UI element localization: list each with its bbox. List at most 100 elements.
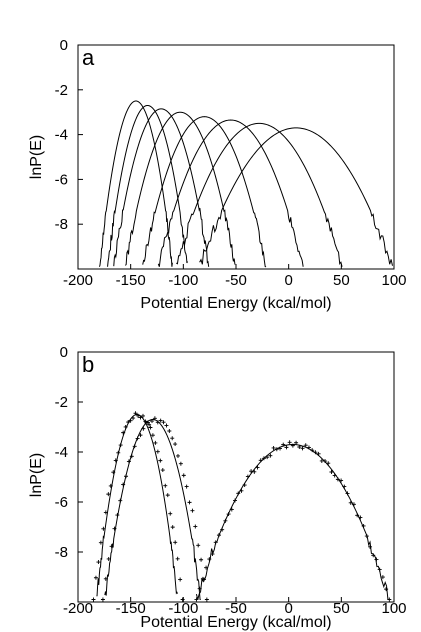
data-point: [109, 544, 114, 549]
data-point: [384, 587, 389, 592]
data-point: [135, 436, 140, 441]
data-point: [326, 461, 331, 466]
data-point: [138, 415, 143, 420]
y-tick-label: -4: [55, 127, 68, 144]
data-point: [152, 416, 157, 421]
data-point: [126, 420, 131, 425]
panel-a: a lnP(E) Potential Energy (kcal/mol) -20…: [28, 37, 407, 312]
series-curve: [124, 111, 236, 266]
series-curve: [98, 100, 173, 267]
data-point: [297, 444, 302, 449]
data-point: [91, 597, 96, 602]
data-point: [303, 443, 308, 448]
series-curve: [157, 119, 304, 267]
ticks-a: -200 -150 -100 -50 0 50 100 0 -2 -4 -6 -8: [55, 37, 407, 289]
data-point: [290, 443, 295, 448]
data-point: [252, 469, 257, 474]
data-point: [106, 556, 111, 561]
data-point: [271, 445, 276, 450]
points-b: [91, 411, 392, 602]
x-axis-label-a: Potential Energy (kcal/mol): [140, 295, 331, 312]
data-point: [294, 440, 299, 445]
data-point: [133, 411, 138, 416]
x-tick-label: -100: [168, 600, 198, 617]
data-point: [113, 458, 118, 463]
ticks-b: -200 -150 -100 -50 0 50 100 0 -2 -4 -6 -8: [55, 344, 407, 617]
data-point: [168, 511, 173, 516]
x-tick-label: -200: [63, 600, 93, 617]
data-point: [233, 498, 238, 503]
data-point: [242, 483, 247, 488]
data-point: [141, 426, 146, 431]
y-tick-label: 0: [60, 37, 68, 54]
data-point: [136, 413, 141, 418]
data-point: [265, 455, 270, 460]
panel-b: b lnP(E) Potential Energy (kcal/mol) -20…: [28, 344, 407, 631]
data-point: [368, 544, 373, 549]
y-tick-label: -8: [55, 216, 68, 233]
data-point: [129, 454, 134, 459]
data-point: [236, 491, 241, 496]
data-point: [175, 556, 180, 561]
data-point: [281, 442, 286, 447]
x-axis-label-b: Potential Energy (kcal/mol): [140, 614, 331, 631]
data-point: [173, 442, 178, 447]
data-point: [170, 436, 175, 441]
data-point: [115, 513, 120, 518]
x-tick-label: -50: [225, 272, 247, 289]
y-tick-label: -8: [55, 544, 68, 561]
data-point: [178, 461, 183, 466]
data-point: [306, 445, 311, 450]
data-point: [124, 474, 129, 479]
data-point: [103, 576, 108, 581]
series-curve: [199, 127, 393, 266]
data-point: [316, 451, 321, 456]
data-point: [258, 458, 263, 463]
data-point: [261, 456, 266, 461]
y-axis-label-a: lnP(E): [28, 135, 45, 179]
data-point: [164, 423, 169, 428]
x-tick-label: 50: [333, 600, 350, 617]
data-point: [207, 557, 212, 562]
data-point: [184, 484, 189, 489]
data-point: [103, 510, 108, 515]
data-point: [178, 577, 183, 582]
data-point: [199, 557, 204, 562]
data-point: [140, 413, 145, 418]
data-point: [335, 477, 340, 482]
data-point: [126, 459, 131, 464]
y-tick-label: 0: [60, 344, 68, 361]
data-point: [148, 425, 153, 430]
data-point: [150, 419, 155, 424]
data-point: [106, 492, 111, 497]
data-point: [175, 453, 180, 458]
data-point: [239, 488, 244, 493]
x-tick-label: 0: [284, 272, 292, 289]
data-point: [118, 498, 123, 503]
y-tick-label: -6: [55, 494, 68, 511]
x-tick-label: -200: [63, 272, 93, 289]
y-tick-label: -2: [55, 394, 68, 411]
data-point: [216, 533, 221, 538]
data-point: [108, 483, 113, 488]
data-point: [123, 424, 128, 429]
data-point: [196, 543, 201, 548]
data-point: [348, 500, 353, 505]
data-point: [155, 449, 160, 454]
y-axis-label-b: lnP(E): [28, 453, 45, 497]
x-tick-label: -150: [116, 272, 146, 289]
data-point: [167, 429, 172, 434]
data-point: [155, 420, 160, 425]
y-tick-label: -4: [55, 444, 68, 461]
data-point: [371, 553, 376, 558]
data-point: [132, 444, 137, 449]
x-tick-label: 50: [333, 272, 350, 289]
data-point: [158, 418, 163, 423]
data-point: [158, 458, 163, 463]
x-tick-label: 0: [284, 600, 292, 617]
data-point: [160, 468, 165, 473]
data-point: [150, 433, 155, 438]
data-point: [377, 567, 382, 572]
data-point: [153, 440, 158, 445]
